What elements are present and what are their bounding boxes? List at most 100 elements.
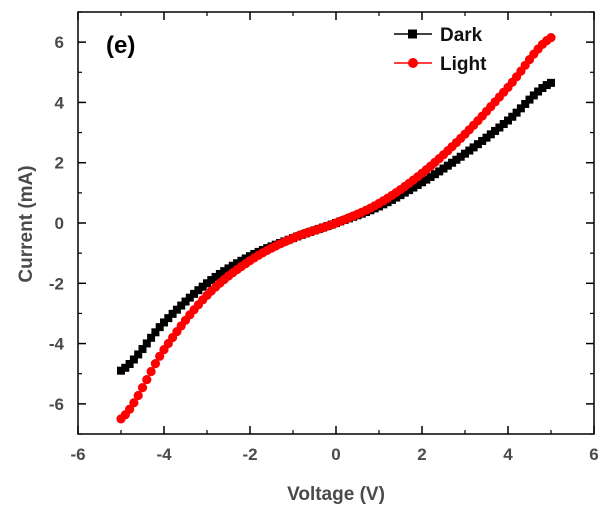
data-point (538, 84, 547, 93)
data-point (534, 87, 543, 96)
data-point (138, 345, 147, 354)
legend-label: Dark (440, 25, 483, 46)
legend-label: Light (440, 54, 487, 75)
data-point (486, 130, 495, 139)
data-point (461, 149, 469, 158)
data-point (129, 398, 139, 408)
data-point (491, 126, 500, 135)
data-point (456, 152, 465, 161)
data-point (142, 339, 151, 348)
data-point (203, 279, 211, 288)
data-point (405, 186, 414, 195)
data-point (237, 256, 246, 265)
data-point (435, 167, 444, 176)
data-point (452, 155, 461, 164)
x-tick-label: 6 (589, 445, 598, 464)
data-point (194, 286, 203, 295)
data-point (473, 140, 482, 149)
y-tick-label: -6 (49, 395, 64, 414)
series-layer (116, 33, 556, 424)
x-tick-label: -2 (242, 445, 257, 464)
data-point (151, 328, 160, 337)
panel-label: (e) (106, 32, 135, 59)
data-point (211, 272, 220, 281)
data-point (508, 112, 517, 121)
data-point (504, 116, 512, 125)
series-light (116, 33, 556, 424)
data-point (125, 359, 134, 368)
data-point (121, 363, 130, 372)
data-point (168, 309, 177, 318)
data-point (172, 305, 181, 314)
x-tick-label: 0 (331, 445, 340, 464)
data-point (207, 276, 216, 285)
data-point (215, 269, 224, 278)
series-line (120, 37, 552, 420)
data-point (164, 314, 173, 323)
data-point (512, 108, 521, 117)
y-tick-label: -2 (49, 274, 64, 293)
data-point (516, 104, 525, 113)
data-point (224, 264, 233, 273)
data-point (190, 289, 199, 298)
legend-marker (408, 29, 417, 39)
data-point (160, 318, 168, 327)
data-point (177, 301, 186, 310)
axis-ticks: -6 -4 -2 0 2 4 6 -6 -4 -2 0 2 4 6 (49, 11, 599, 464)
legend-marker (408, 58, 418, 68)
legend-item-light: Light (394, 54, 487, 75)
y-tick-label: -4 (49, 335, 65, 354)
y-tick-label: 6 (55, 33, 64, 52)
data-point (469, 143, 478, 152)
data-point (547, 78, 555, 87)
data-point (495, 123, 504, 132)
data-point (155, 323, 164, 332)
data-point (426, 172, 435, 181)
data-point (142, 374, 152, 385)
data-point (181, 297, 190, 306)
data-point (400, 188, 409, 197)
data-point (499, 120, 508, 129)
x-tick-label: -6 (70, 445, 85, 464)
data-point (422, 175, 431, 184)
data-point (439, 164, 448, 173)
legend: Dark Light (394, 25, 487, 75)
x-tick-label: -4 (156, 445, 172, 464)
data-point (396, 191, 405, 200)
data-point (133, 390, 143, 401)
data-point (228, 261, 237, 270)
data-point (418, 178, 426, 187)
data-point (147, 333, 156, 342)
data-point (155, 351, 165, 361)
data-point (529, 91, 538, 100)
y-tick-label: 4 (55, 93, 65, 112)
data-point (129, 355, 138, 364)
data-point (482, 133, 491, 142)
data-point (134, 350, 143, 359)
data-point (546, 33, 556, 43)
data-point (413, 180, 422, 189)
x-tick-label: 4 (503, 445, 513, 464)
data-point (392, 193, 401, 202)
legend-item-dark: Dark (394, 25, 483, 46)
data-point (241, 254, 250, 263)
data-point (465, 146, 474, 155)
data-point (542, 81, 551, 90)
data-point (150, 359, 160, 369)
data-point (220, 267, 229, 276)
y-tick-label: 2 (55, 154, 64, 173)
data-point (185, 293, 194, 302)
data-point (409, 183, 418, 192)
data-point (448, 158, 457, 167)
data-point (233, 259, 242, 268)
y-axis-title: Current (mA) (16, 165, 37, 282)
data-point (430, 170, 439, 179)
data-point (125, 404, 135, 414)
data-point (137, 383, 148, 393)
data-point (443, 161, 452, 170)
data-point (525, 95, 534, 104)
data-point (117, 366, 125, 375)
data-point (198, 282, 207, 291)
y-tick-label: 0 (55, 214, 64, 233)
